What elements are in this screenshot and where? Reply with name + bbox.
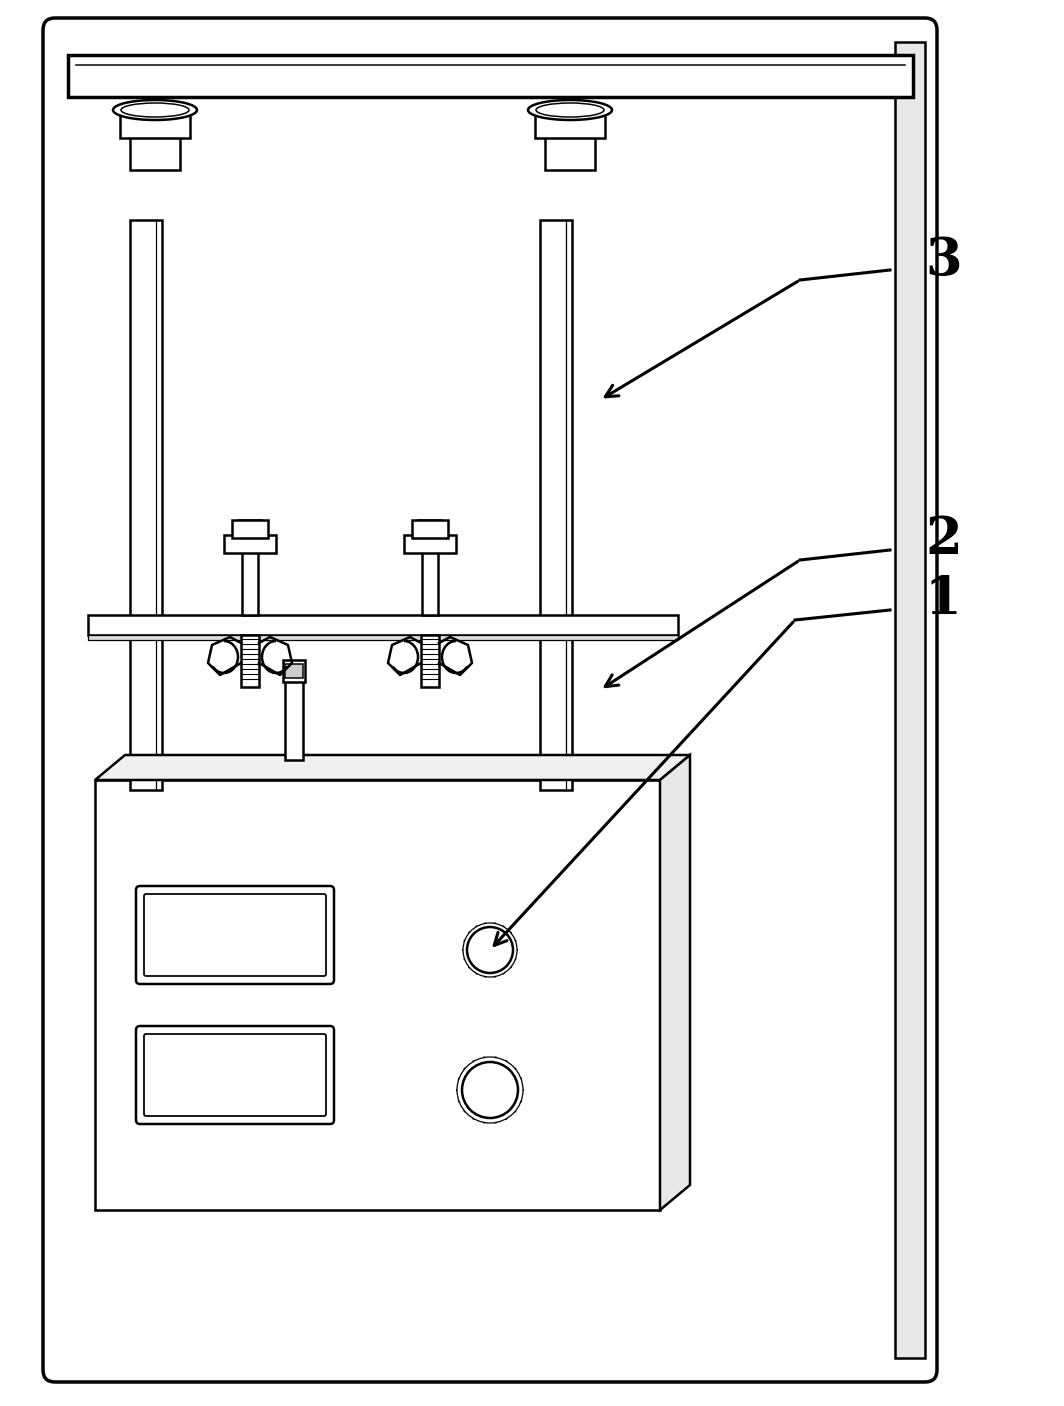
Circle shape — [463, 922, 517, 977]
Bar — [225, 536, 276, 553]
Bar — [95, 780, 660, 1211]
FancyBboxPatch shape — [144, 1033, 326, 1116]
Circle shape — [467, 927, 513, 973]
Text: 2: 2 — [925, 515, 962, 565]
Ellipse shape — [113, 100, 197, 120]
Bar — [130, 219, 162, 790]
Polygon shape — [95, 755, 689, 780]
FancyBboxPatch shape — [144, 894, 326, 976]
Ellipse shape — [121, 103, 189, 117]
Ellipse shape — [536, 103, 604, 117]
Bar — [285, 664, 303, 678]
Bar — [242, 550, 257, 614]
Circle shape — [462, 1062, 518, 1118]
Bar — [285, 681, 303, 761]
Bar — [545, 135, 595, 170]
Bar — [422, 550, 438, 614]
Text: 3: 3 — [925, 235, 962, 285]
Bar — [232, 520, 268, 538]
Bar — [88, 636, 678, 640]
FancyBboxPatch shape — [136, 886, 334, 984]
FancyBboxPatch shape — [43, 18, 937, 1382]
Bar — [404, 536, 456, 553]
Bar — [120, 105, 190, 138]
Bar — [242, 636, 259, 688]
Bar — [412, 520, 448, 538]
Bar — [68, 55, 913, 97]
Polygon shape — [660, 755, 689, 1211]
Bar — [130, 135, 180, 170]
FancyBboxPatch shape — [136, 1026, 334, 1123]
Bar — [535, 105, 605, 138]
Bar — [541, 219, 572, 790]
Text: 1: 1 — [925, 575, 962, 626]
Circle shape — [458, 1057, 523, 1123]
Bar — [895, 42, 925, 1358]
Ellipse shape — [528, 100, 612, 120]
Bar — [88, 614, 678, 636]
Bar — [283, 659, 305, 682]
Bar — [421, 636, 439, 688]
